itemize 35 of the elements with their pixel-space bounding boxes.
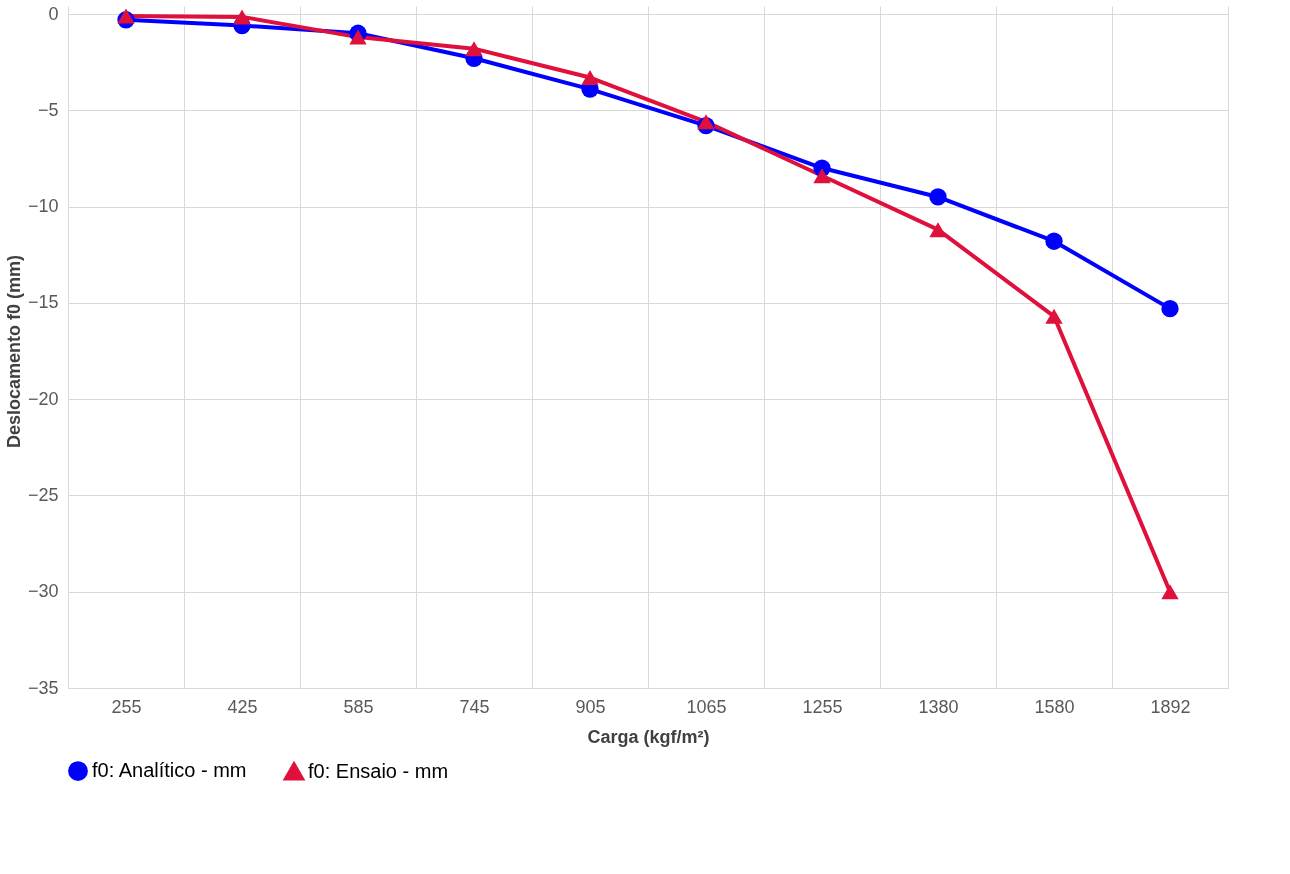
y-tick-label: −15 (27, 292, 59, 313)
legend-label: f0: Ensaio - mm (308, 759, 449, 782)
point (1161, 299, 1179, 318)
point (1161, 584, 1179, 600)
legend-label: f0: Analítico - mm (92, 759, 247, 782)
y-tick-label: −10 (27, 196, 59, 217)
x-tick-label: 425 (227, 696, 258, 717)
y-tick-label: −20 (27, 388, 59, 409)
point (929, 188, 947, 206)
x-tick-label: 1255 (802, 696, 843, 717)
y-tick-label: −25 (27, 484, 59, 505)
point (581, 70, 599, 86)
point (117, 8, 135, 24)
point (1045, 232, 1063, 250)
point (697, 114, 715, 130)
x-tick-label: 1892 (1150, 696, 1191, 717)
y-tick-label: −30 (27, 581, 59, 602)
x-tick-label: 1065 (686, 696, 727, 717)
point (465, 41, 483, 57)
x-tick-label: 255 (111, 696, 142, 717)
point (929, 222, 947, 238)
x-tick-label: 745 (459, 696, 490, 717)
point (233, 9, 251, 25)
x-tick-label: 1580 (1034, 696, 1075, 717)
point (813, 168, 831, 184)
x-tick-label: 905 (575, 696, 606, 717)
y-tick-label: −35 (27, 677, 59, 698)
y-axis-title: Deslocamento f0 (mm) (3, 254, 24, 449)
y-tick-label: −5 (37, 99, 59, 120)
x-tick-label: 1380 (918, 696, 959, 717)
x-tick-label: 585 (343, 696, 374, 717)
x-axis-title: Carga (kgf/m²) (587, 726, 710, 747)
point (1045, 308, 1063, 324)
y-tick-label: 0 (48, 3, 59, 24)
point (349, 29, 367, 45)
